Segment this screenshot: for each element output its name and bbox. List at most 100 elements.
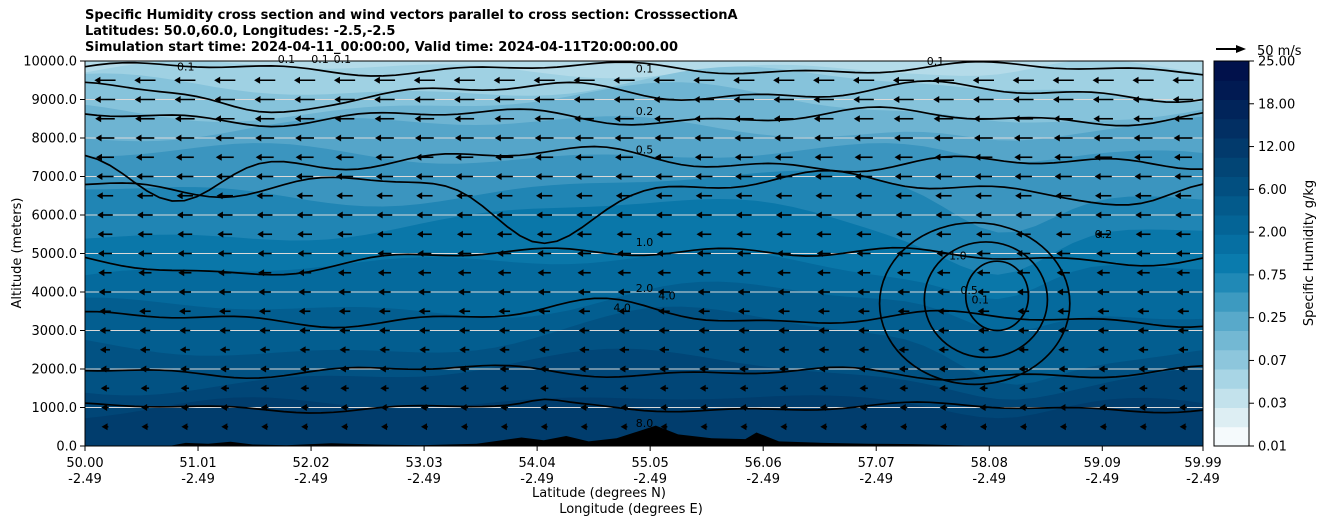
wind-vector [934,153,953,161]
colorbar-tick-label: 25.00 [1258,55,1295,70]
wind-vector [1137,327,1149,334]
wind-vector [775,173,793,180]
wind-vector [738,307,750,315]
wind-vector [95,134,115,142]
wind-vector [1013,96,1034,103]
y-tick-label: 6000.0 [32,209,78,224]
wind-vector [815,173,833,180]
wind-vector [539,346,550,354]
wind-vector [1056,269,1070,277]
x-tick-label-lat: 59.09 [1084,456,1121,471]
wind-vector [1054,153,1073,161]
wind-vector [694,134,714,142]
wind-vector [340,404,349,411]
wind-vector [1016,250,1031,257]
wind-vector [1098,365,1108,373]
wind-vector [1179,423,1187,431]
wind-vector [618,327,630,334]
colorbar-tick-label: 0.07 [1258,354,1287,369]
wind-vector [773,76,795,84]
wind-vector [175,134,195,142]
wind-vector [776,250,791,257]
wind-vector [853,96,874,103]
wind-vector [374,96,395,103]
wind-vector [1135,211,1151,219]
wind-vector [734,134,754,142]
wind-vector [455,153,474,161]
wind-vector [699,365,709,373]
wind-vector [1094,153,1113,161]
wind-vector [1052,76,1074,84]
wind-vector [337,230,352,238]
wind-vector [377,269,392,277]
wind-vector [698,307,710,315]
wind-vector [855,211,872,219]
wind-vector [1059,404,1068,411]
wind-vector [934,173,953,180]
wind-vector [415,153,434,161]
wind-vector [739,365,749,373]
wind-vector [257,250,272,257]
wind-vector [177,230,193,238]
wind-vector [658,307,670,315]
wind-vector [738,327,750,334]
wind-vector [975,192,992,200]
wind-vector [459,365,469,373]
contour-label: 8.0 [636,417,654,430]
wind-vector [379,365,390,373]
wind-vector [778,346,789,354]
wind-vector [1055,211,1072,219]
contour-line [85,398,1203,414]
wind-vector [498,307,511,315]
wind-vector [100,365,110,373]
x-tick-label-lat: 51.01 [179,456,216,471]
wind-vector [819,384,828,392]
wind-vector [417,250,432,257]
y-tick-label: 1000.0 [32,401,78,416]
wind-vector [137,211,153,219]
colorbar-frame [1213,60,1250,447]
wind-vector [378,288,391,296]
wind-vector [1138,346,1149,354]
wind-vector [574,134,594,142]
wind-vector [854,134,874,142]
wind-vector [137,250,152,257]
wind-vector [534,134,554,142]
wind-vector [936,250,951,257]
x-tick-label-lon: -2.49 [294,472,328,487]
wind-vector [659,365,669,373]
wind-vector [296,211,313,219]
wind-vector [698,327,710,334]
wind-vector [254,115,275,123]
wind-vector [1097,327,1109,334]
wind-vector [1099,423,1107,431]
wind-vector [1095,230,1111,238]
wind-vector [101,404,109,411]
wind-vector [577,269,591,277]
colorbar-tick-label: 18.00 [1258,97,1295,112]
y-tick-label: 3000.0 [32,324,78,339]
wind-vector [1135,230,1151,238]
wind-vector [616,211,632,219]
wind-vector [256,192,273,200]
wind-vector [499,346,510,354]
wind-vector [736,250,751,257]
wind-vector [98,288,112,296]
x-tick-label-lat: 53.03 [405,456,442,471]
wind-vector [221,423,229,431]
colorbar-segment [1214,311,1249,331]
wind-vector [341,423,348,431]
wind-vector [698,346,709,354]
wind-vector [375,134,394,142]
wind-vector [453,76,475,84]
colorbar-tick-label: 0.75 [1258,268,1287,283]
wind-vector [338,288,351,296]
wind-vector [299,327,311,334]
wind-vector [774,153,793,161]
wind-vector [855,173,873,180]
wind-vector [659,384,669,392]
wind-vector [818,346,829,354]
wind-vector [1132,76,1154,84]
wind-vector [854,153,873,161]
wind-vector [216,192,233,200]
